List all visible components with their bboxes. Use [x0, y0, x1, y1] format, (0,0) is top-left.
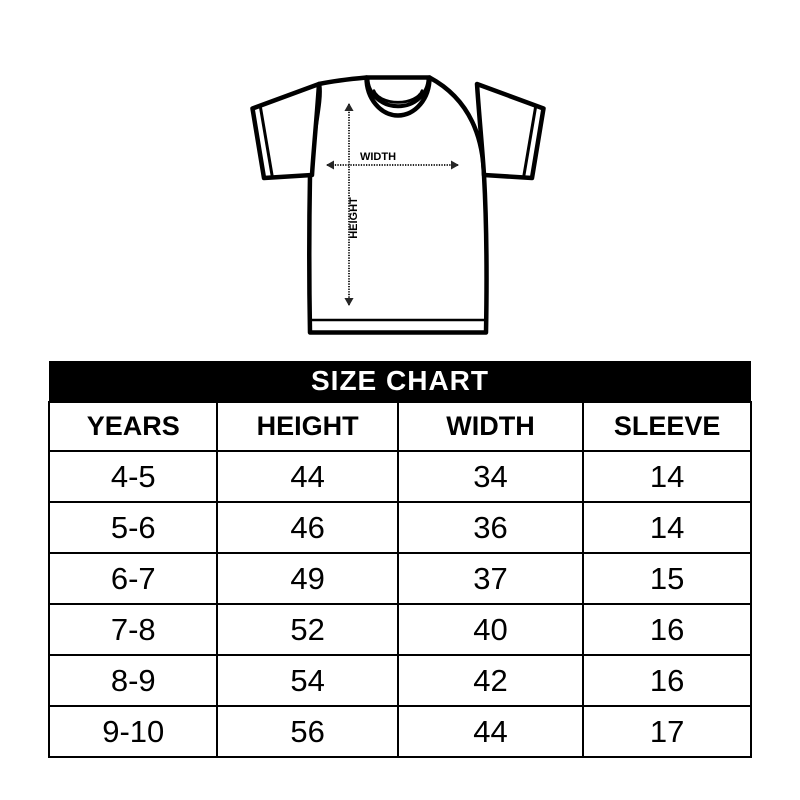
svg-text:HEIGHT: HEIGHT: [348, 197, 360, 239]
svg-text:WIDTH: WIDTH: [360, 151, 396, 163]
